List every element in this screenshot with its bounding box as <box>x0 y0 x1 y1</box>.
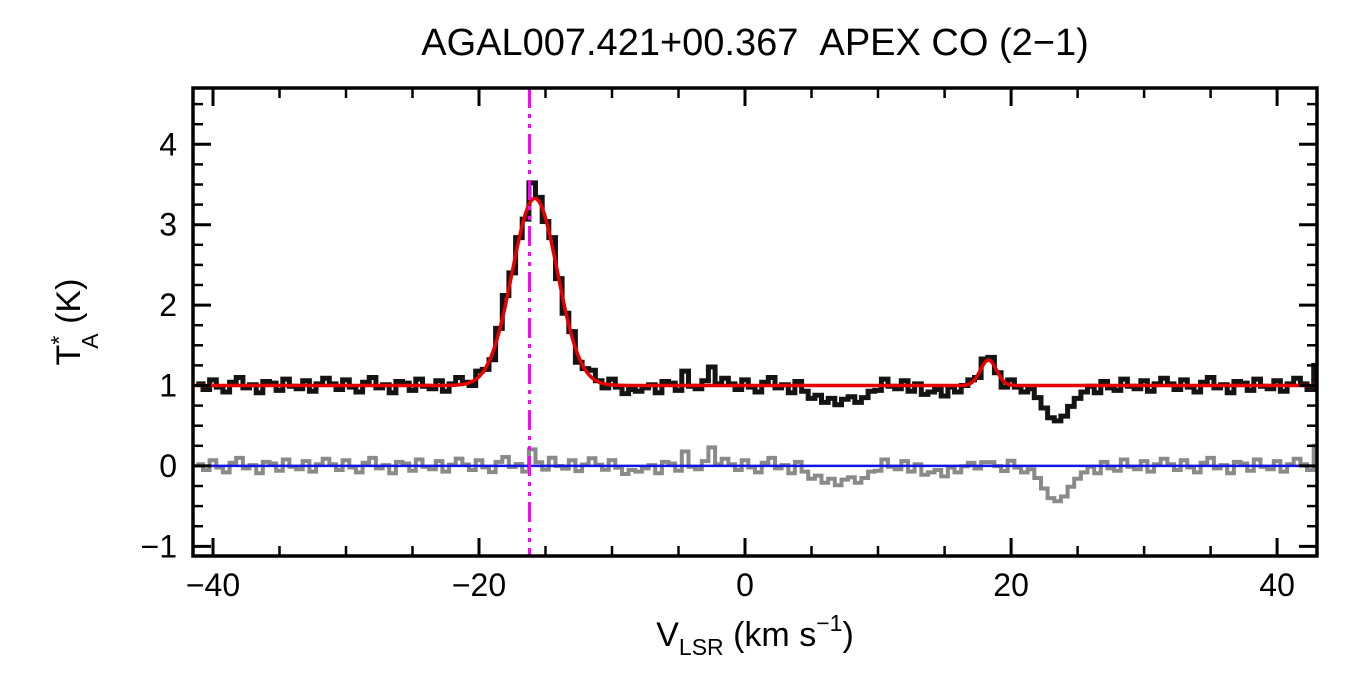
axis-ticks <box>193 88 1317 556</box>
y-tick-label: 2 <box>159 287 177 323</box>
x-tick-label: 0 <box>736 567 754 603</box>
x-axis-label: VLSR (km s−1) <box>656 610 854 660</box>
y-tick-label: 4 <box>159 126 177 162</box>
x-tick-label: 40 <box>1259 567 1295 603</box>
x-tick-label: 20 <box>993 567 1029 603</box>
y-tick-label: 1 <box>159 368 177 404</box>
gaussian-fit-series <box>193 196 1316 388</box>
axis-tick-labels: −40 −20 0 20 40 −1 0 1 2 3 4 <box>141 126 1295 603</box>
chart-title: AGAL007.421+00.367 APEX CO (2−1) <box>421 22 1089 64</box>
x-tick-label: −40 <box>186 567 240 603</box>
y-tick-label: −1 <box>141 528 177 564</box>
y-tick-label: 3 <box>159 207 177 243</box>
plot-frame <box>191 86 1319 558</box>
y-axis-label: T* A (K) <box>46 279 103 366</box>
residual-series <box>196 443 1317 504</box>
x-tick-label: −20 <box>452 567 506 603</box>
y-tick-label: 0 <box>159 448 177 484</box>
